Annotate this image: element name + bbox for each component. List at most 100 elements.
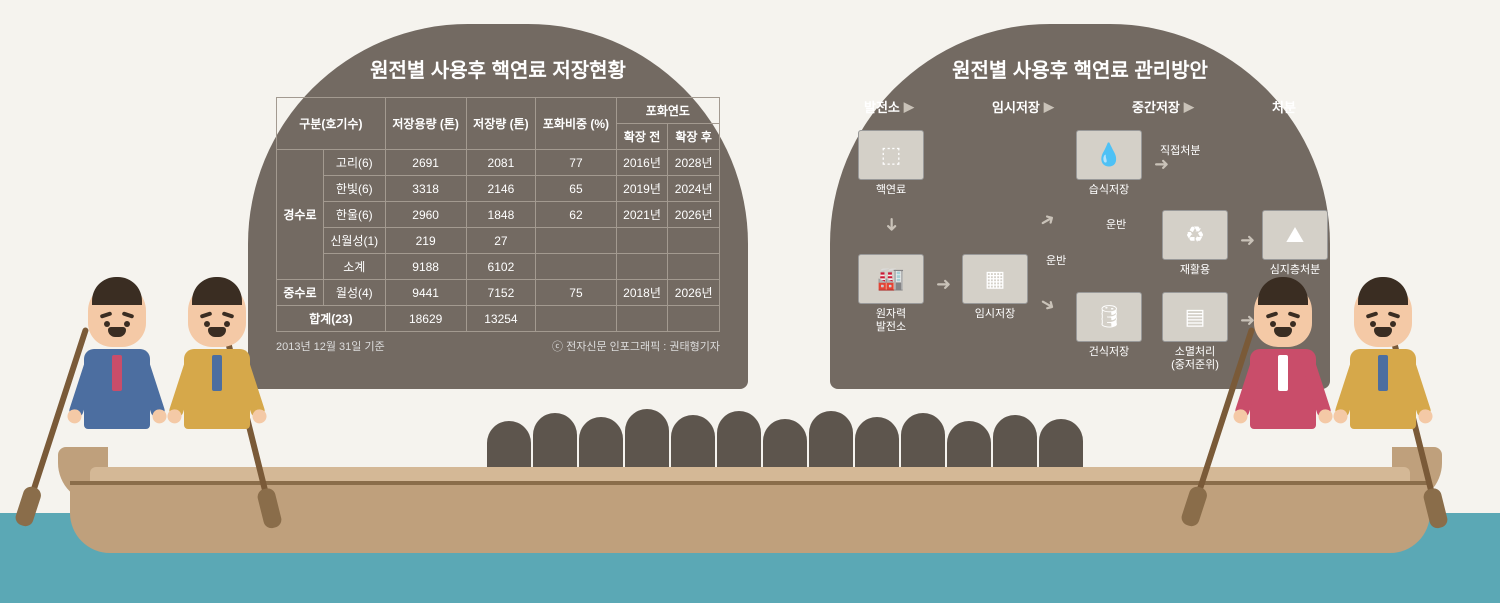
node-temp: ▦임시저장 <box>962 254 1028 321</box>
node-annihilation: ▤소멸처리 (중저준위) <box>1162 292 1228 372</box>
table-cell: 2081 <box>466 150 536 176</box>
node-deep-disposal: ⛰심지층처분 <box>1262 210 1328 277</box>
node-fuel: ⬚핵연료 <box>858 130 924 197</box>
storage-table: 구분(호기수) 저장용량 (톤) 저장량 (톤) 포화비중 (%) 포화연도 확… <box>276 97 720 332</box>
table-cell: 18629 <box>385 306 466 332</box>
footnote-source: ⓒ 전자신문 인포그래픽 : 권태형기자 <box>552 338 720 354</box>
table-cell: 6102 <box>466 254 536 280</box>
stage-interim: 중간저장▶ <box>1132 97 1194 116</box>
table-cell: 9441 <box>385 280 466 306</box>
th-cap: 저장용량 (톤) <box>385 98 466 150</box>
label-transport: 운반 <box>1046 252 1066 268</box>
person-4 <box>1340 283 1426 483</box>
table-cell: 7152 <box>466 280 536 306</box>
table-cell: 9188 <box>385 254 466 280</box>
table-row: 소계91886102 <box>277 254 720 280</box>
rowers-right <box>1240 283 1426 483</box>
table-cell <box>668 228 720 254</box>
table-row: 신월성(1)21927 <box>277 228 720 254</box>
table-cell: 2026년 <box>668 202 720 228</box>
stage-plant: 발전소▶ <box>864 97 914 116</box>
table-cell: 소계 <box>323 254 385 280</box>
table-cell: 3318 <box>385 176 466 202</box>
person-2 <box>174 283 260 483</box>
table-cell: 2024년 <box>668 176 720 202</box>
th-stored: 저장량 (톤) <box>466 98 536 150</box>
table-cell: 2026년 <box>668 280 720 306</box>
th-year-after: 확장 후 <box>668 124 720 150</box>
group-lwr: 경수로 <box>277 150 324 280</box>
table-cell: 한빛(6) <box>323 176 385 202</box>
arrow-right-icon: ➜ <box>1240 230 1255 251</box>
table-row-total: 합계(23)1862913254 <box>277 306 720 332</box>
table-cell: 2021년 <box>616 202 668 228</box>
footnote-date: 2013년 12월 31일 기준 <box>276 338 385 354</box>
table-cell: 65 <box>536 176 617 202</box>
table-cell <box>616 254 668 280</box>
person-3 <box>1240 283 1326 483</box>
chevron-right-icon: ▶ <box>1044 99 1054 115</box>
table-cell <box>536 228 617 254</box>
flowchart: ⬚핵연료 ➜ 🏭원자력 발전소 ➜ ▦임시저장 운반 ➜ ➜ 💧습식저장 🛢건식… <box>858 124 1302 384</box>
table-cell: 고리(6) <box>323 150 385 176</box>
node-dry: 🛢건식저장 <box>1076 292 1142 359</box>
table-cell: 77 <box>536 150 617 176</box>
th-sat: 포화비중 (%) <box>536 98 617 150</box>
chevron-right-icon: ▶ <box>904 99 914 115</box>
node-recycle: ♻재활용 <box>1162 210 1228 277</box>
group-hwr: 중수로 <box>277 280 324 306</box>
table-cell <box>616 306 668 332</box>
arrow-right-icon: ➜ <box>936 274 951 295</box>
table-cell: 2018년 <box>616 280 668 306</box>
image-icon: ▦ <box>962 254 1028 304</box>
rowers-left <box>74 283 260 483</box>
table-cell: 75 <box>536 280 617 306</box>
table-cell: 2691 <box>385 150 466 176</box>
table-cell <box>536 254 617 280</box>
image-icon: ♻ <box>1162 210 1228 260</box>
table-footnote: 2013년 12월 31일 기준 ⓒ 전자신문 인포그래픽 : 권태형기자 <box>276 338 720 354</box>
node-wet: 💧습식저장 <box>1076 130 1142 197</box>
chevron-right-icon: ▶ <box>1184 99 1194 115</box>
table-row: 한울(6)29601848622021년2026년 <box>277 202 720 228</box>
table-cell: 27 <box>466 228 536 254</box>
table-cell: 월성(4) <box>323 280 385 306</box>
table-cell: 219 <box>385 228 466 254</box>
table-cell: 2146 <box>466 176 536 202</box>
arrow-right-icon: ➜ <box>1036 292 1060 318</box>
arrow-right-icon: ➜ <box>1154 154 1169 175</box>
arrow-down-icon: ➜ <box>881 217 902 232</box>
node-plant: 🏭원자력 발전소 <box>858 254 924 334</box>
table-cell <box>536 306 617 332</box>
table-cell: 2016년 <box>616 150 668 176</box>
table-cell <box>668 254 720 280</box>
table-cell: 2960 <box>385 202 466 228</box>
th-type: 구분(호기수) <box>277 98 386 150</box>
table-row: 한빛(6)33182146652019년2024년 <box>277 176 720 202</box>
table-cell <box>616 228 668 254</box>
table-row: 경수로고리(6)26912081772016년2028년 <box>277 150 720 176</box>
arrow-right-icon: ➜ <box>1036 208 1060 234</box>
right-title: 원전별 사용후 핵연료 관리방안 <box>858 54 1302 83</box>
image-icon: 🛢 <box>1076 292 1142 342</box>
label-transport-2: 운반 <box>1106 216 1126 232</box>
th-year-before: 확장 전 <box>616 124 668 150</box>
tablet-storage-status: 원전별 사용후 핵연료 저장현황 구분(호기수) 저장용량 (톤) 저장량 (톤… <box>248 24 748 389</box>
table-cell: 한울(6) <box>323 202 385 228</box>
table-cell: 13254 <box>466 306 536 332</box>
stage-temp: 임시저장▶ <box>992 97 1054 116</box>
image-icon: ⛰ <box>1262 210 1328 260</box>
stage-disposal: 처분 <box>1272 97 1296 116</box>
table-cell: 신월성(1) <box>323 228 385 254</box>
table-cell: 62 <box>536 202 617 228</box>
table-cell: 1848 <box>466 202 536 228</box>
person-1 <box>74 283 160 483</box>
image-icon: ⬚ <box>858 130 924 180</box>
table-cell: 2019년 <box>616 176 668 202</box>
table-cell: 2028년 <box>668 150 720 176</box>
image-icon: 🏭 <box>858 254 924 304</box>
table-cell <box>668 306 720 332</box>
left-title: 원전별 사용후 핵연료 저장현황 <box>276 54 720 83</box>
image-icon: ▤ <box>1162 292 1228 342</box>
th-year-group: 포화연도 <box>616 98 719 124</box>
